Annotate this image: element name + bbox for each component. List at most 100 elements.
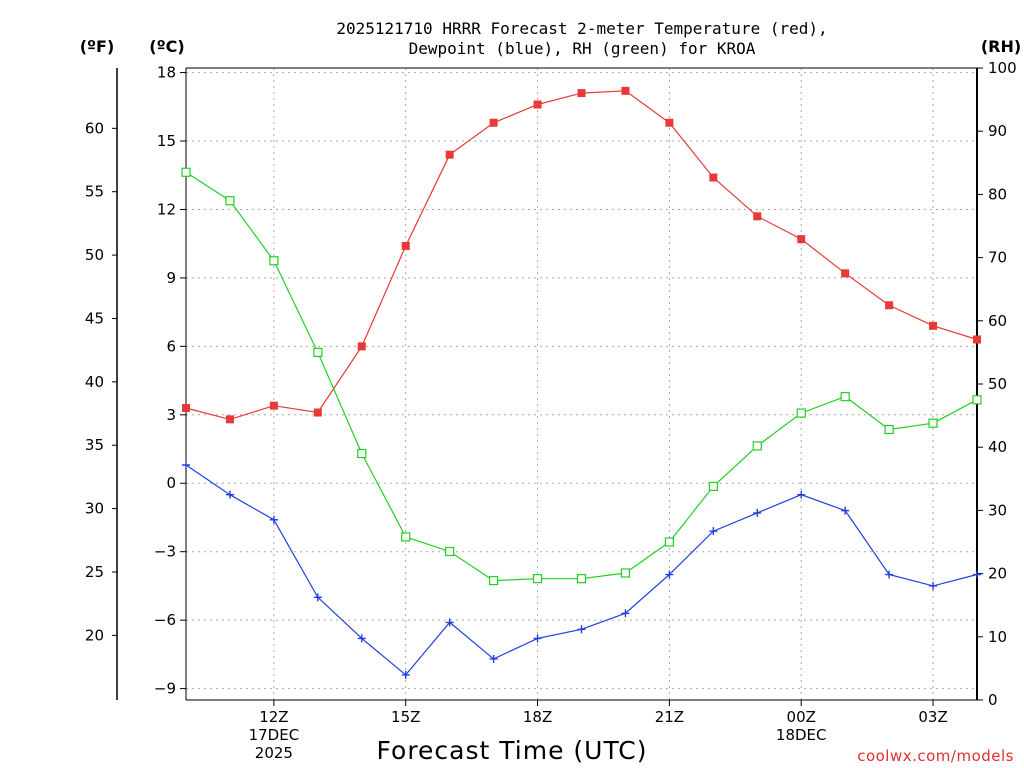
fahrenheit-tick-label: 55 [85,183,104,201]
x-tick-label: 03Z [918,708,947,726]
rh-point [796,408,806,418]
celsius-tick-label: 15 [157,132,176,150]
fahrenheit-tick-label: 45 [85,309,104,327]
dewpoint-point [929,581,938,590]
rh-tick-label: 30 [988,501,1007,519]
temperature-point [489,118,498,127]
rh-tick-label: 100 [988,59,1017,77]
dewpoint-point [533,634,542,643]
dewpoint-point [753,508,762,517]
rh-tick-label: 40 [988,438,1007,456]
dewpoint-point [357,634,366,643]
series-rh [181,167,982,586]
title-line-1: 2025121710 HRRR Forecast 2-meter Tempera… [336,19,827,38]
celsius-tick-label: 3 [166,406,176,424]
celsius-tick-label: 9 [166,269,176,287]
rh-point [884,424,894,435]
rh-point [445,546,455,557]
temperature-point [841,269,850,278]
rh-point [708,481,718,491]
rh-point [181,167,191,177]
rh-point [401,532,411,542]
rh-tick-label: 10 [988,628,1007,646]
dewpoint-point [709,527,718,536]
fahrenheit-tick-label: 35 [85,436,104,454]
temperature-point [797,235,806,244]
rh-point [489,575,499,586]
temperature-point [753,212,762,221]
rh-point [225,196,235,206]
series-dewpoint [182,460,981,679]
rh-tick-label: 20 [988,565,1007,583]
title-line-2: Dewpoint (blue), RH (green) for KROA [409,39,756,58]
dewpoint-point [885,570,894,579]
rh-point [928,418,938,428]
dewpoint-point [973,570,981,579]
x-tick-label: 12Z [259,708,288,726]
dewpoint-point [313,593,322,602]
temperature-point [225,415,234,424]
dewpoint-point [841,506,850,515]
temperature-point [445,150,454,159]
rh-point [269,256,279,266]
temperature-point [709,173,718,182]
x-tick-label: 18Z [523,708,552,726]
celsius-tick-label: 0 [166,474,176,492]
x-axis-label: Forecast Time (UTC) [377,736,648,765]
temperature-point [577,89,586,98]
tick-labels: 1815129630−3−6−9605550454035302520100908… [85,59,1017,762]
dewpoint-point [797,490,806,499]
celsius-unit-label: (ºC) [149,37,184,56]
rh-point [664,537,674,547]
temperature-point [929,321,938,330]
rh-tick-label: 0 [988,691,998,709]
rh-tick-label: 50 [988,375,1007,393]
credit-text: coolwx.com/models [857,747,1014,765]
temperature-point [401,241,410,250]
dewpoint-point [621,609,630,618]
gridlines [186,68,977,700]
rh-tick-label: 70 [988,249,1007,267]
chart-title: 2025121710 HRRR Forecast 2-meter Tempera… [336,19,827,58]
temperature-point [182,403,190,412]
fahrenheit-tick-label: 60 [85,119,104,137]
rh-point [313,347,323,357]
celsius-tick-label: −6 [154,611,176,629]
fahrenheit-tick-label: 40 [85,373,104,391]
rh-point [576,574,587,584]
rh-tick-label: 90 [988,122,1007,140]
series-temperature [182,86,981,424]
x-tick-label: 18DEC [776,726,827,744]
temperature-point [357,342,366,351]
rh-unit-label: (RH) [981,37,1021,56]
temperature-point [885,301,894,310]
fahrenheit-tick-label: 30 [85,500,104,518]
temperature-line [185,90,978,421]
rh-point [972,395,982,405]
celsius-tick-label: −9 [154,680,176,698]
axes [112,67,983,706]
rh-point [357,448,367,459]
dewpoint-point [577,625,586,634]
rh-tick-label: 80 [988,185,1007,203]
dewpoint-point [182,460,190,469]
temperature-point [665,118,674,127]
temperature-point [621,86,630,95]
dewpoint-point [445,618,454,627]
dewpoint-line [185,464,978,676]
rh-point [532,574,543,584]
fahrenheit-unit-label: (ºF) [80,37,115,56]
dewpoint-point [489,654,498,663]
x-tick-label: 15Z [391,708,420,726]
rh-point [620,568,631,578]
celsius-tick-label: 18 [157,64,176,82]
rh-point [752,441,762,451]
x-tick-label: 00Z [787,708,816,726]
rh-tick-label: 60 [988,312,1007,330]
celsius-tick-label: 6 [166,337,176,355]
dewpoint-point [225,490,234,499]
x-tick-label: 17DEC [249,726,300,744]
dewpoint-point [401,670,410,679]
celsius-tick-label: −3 [154,543,176,561]
